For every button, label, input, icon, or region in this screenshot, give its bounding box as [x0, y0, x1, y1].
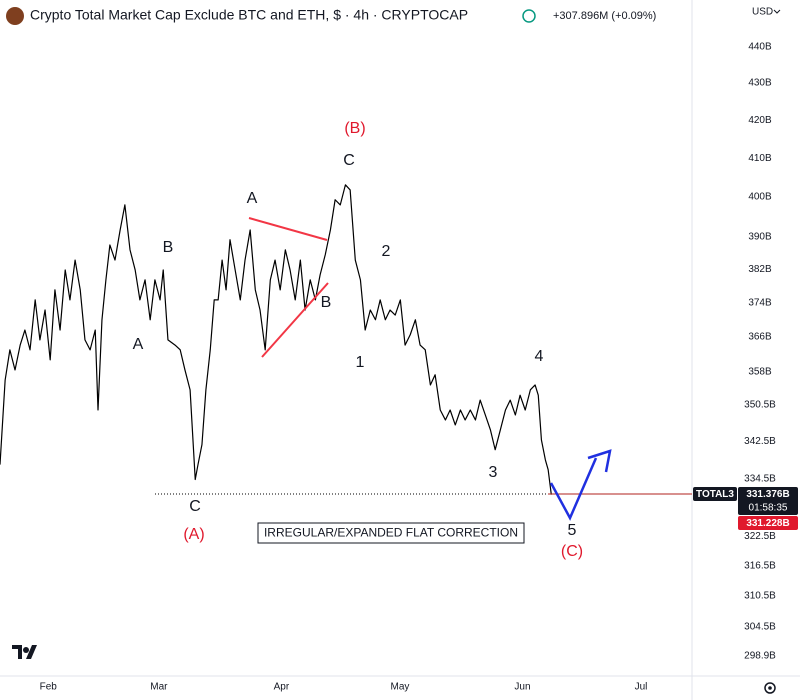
- y-tick-label: 430B: [748, 78, 772, 89]
- y-tick-label: 374B: [748, 297, 772, 308]
- settings-icon[interactable]: [764, 682, 776, 694]
- wave-label: 2: [382, 243, 391, 260]
- price-line-series: [0, 184, 552, 495]
- y-tick-label: 440B: [748, 42, 772, 53]
- x-tick-label: Jul: [635, 682, 648, 693]
- currency-arrow[interactable]: [773, 9, 781, 14]
- logo[interactable]: [23, 647, 29, 653]
- last-price-tag: [738, 487, 798, 515]
- x-tick-label: Jun: [514, 682, 530, 693]
- projection-arrow: [549, 457, 598, 521]
- x-tick-label: Mar: [150, 682, 168, 693]
- symbol-tag-text: TOTAL3: [696, 489, 734, 500]
- line-price: 331.228B: [746, 518, 789, 529]
- last-price: 331.376B: [746, 489, 789, 500]
- y-tick-label: 350.5B: [744, 400, 776, 411]
- y-tick-label: 410B: [748, 153, 772, 164]
- logo[interactable]: [12, 645, 37, 659]
- wave-label: (C): [561, 543, 583, 560]
- symbol-icon: [6, 7, 24, 25]
- currency[interactable]: USD: [752, 7, 773, 18]
- wave-label: A: [133, 336, 144, 353]
- wave-label: 1: [356, 354, 365, 371]
- wave-label: (B): [344, 120, 365, 137]
- price-change: +307.896M (+0.09%): [553, 10, 656, 22]
- x-tick-label: Apr: [274, 682, 290, 693]
- y-tick-label: 334.5B: [744, 473, 776, 484]
- wave-label: A: [247, 190, 258, 207]
- y-tick-label: 382B: [748, 264, 772, 275]
- y-tick-label: 400B: [748, 192, 772, 203]
- wave-label: 3: [489, 464, 498, 481]
- wave-label: B: [321, 294, 332, 311]
- y-tick-label: 342.5B: [744, 436, 776, 447]
- y-tick-label: 420B: [748, 115, 772, 126]
- wave-label: B: [163, 239, 174, 256]
- trend-line: [261, 282, 329, 358]
- chart-title: Crypto Total Market Cap Exclude BTC and …: [30, 7, 468, 23]
- y-tick-label: 316.5B: [744, 560, 776, 571]
- y-tick-label: 322.5B: [744, 531, 776, 542]
- projection-arrow-head: [587, 449, 612, 473]
- y-tick-label: 304.5B: [744, 621, 776, 632]
- wave-label: C: [343, 152, 355, 169]
- trend-line: [248, 217, 328, 241]
- note-box: [257, 522, 525, 544]
- x-tick-label: Feb: [40, 682, 58, 693]
- wave-label: 4: [535, 348, 544, 365]
- line-price-tag: [738, 516, 798, 530]
- y-tick-label: 358B: [748, 366, 772, 377]
- countdown: 01:58:35: [749, 503, 788, 514]
- x-tick-label: May: [390, 682, 409, 693]
- wave-label: C: [189, 498, 201, 515]
- symbol-tag: [693, 487, 737, 501]
- settings-icon[interactable]: [768, 686, 772, 690]
- status-icon: [522, 9, 536, 23]
- wave-label: (A): [183, 526, 204, 543]
- note: IRREGULAR/EXPANDED FLAT CORRECTION: [264, 526, 518, 540]
- y-tick-label: 366B: [748, 332, 772, 343]
- plot-area: [0, 184, 552, 495]
- y-tick-label: 298.9B: [744, 650, 776, 661]
- wave-label: 5: [568, 522, 577, 539]
- y-tick-label: 310.5B: [744, 591, 776, 602]
- y-tick-label: 390B: [748, 232, 772, 243]
